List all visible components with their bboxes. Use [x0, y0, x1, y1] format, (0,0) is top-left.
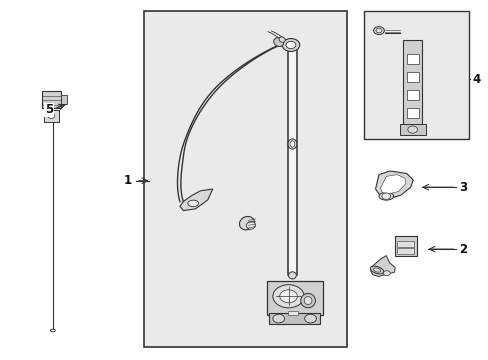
Bar — [364, 11, 468, 139]
Ellipse shape — [373, 268, 380, 272]
Ellipse shape — [239, 216, 254, 230]
Bar — [406, 108, 418, 118]
Circle shape — [272, 285, 304, 308]
Ellipse shape — [300, 293, 315, 308]
Ellipse shape — [288, 272, 296, 279]
Circle shape — [407, 126, 417, 133]
Bar — [394, 236, 416, 256]
Bar — [288, 49, 296, 275]
Ellipse shape — [373, 27, 384, 35]
Ellipse shape — [378, 192, 393, 200]
Polygon shape — [370, 256, 394, 276]
Ellipse shape — [187, 200, 198, 207]
Text: 5: 5 — [45, 103, 53, 116]
Circle shape — [48, 113, 55, 118]
Polygon shape — [180, 189, 212, 211]
Circle shape — [279, 290, 297, 303]
Circle shape — [383, 271, 389, 276]
Ellipse shape — [246, 221, 255, 229]
Bar — [287, 311, 298, 315]
Bar — [406, 54, 418, 64]
Bar — [266, 281, 322, 315]
Bar — [44, 110, 59, 122]
Bar — [403, 40, 421, 126]
Bar — [41, 91, 61, 108]
Text: 1: 1 — [124, 174, 132, 187]
Circle shape — [304, 314, 316, 323]
Bar — [61, 95, 67, 104]
Ellipse shape — [289, 141, 294, 147]
Text: 4: 4 — [471, 73, 479, 86]
Circle shape — [285, 41, 295, 49]
Ellipse shape — [50, 329, 55, 332]
Text: 2: 2 — [458, 243, 466, 256]
Ellipse shape — [375, 28, 381, 33]
Ellipse shape — [273, 38, 283, 46]
Ellipse shape — [369, 266, 383, 274]
Circle shape — [272, 314, 284, 323]
Bar — [268, 313, 320, 324]
Bar — [399, 124, 425, 135]
Circle shape — [381, 193, 390, 199]
Bar — [406, 90, 418, 100]
Bar — [144, 11, 346, 347]
Polygon shape — [375, 171, 412, 198]
Bar — [396, 248, 413, 254]
Bar — [396, 241, 413, 247]
Text: 3: 3 — [458, 181, 466, 194]
Ellipse shape — [287, 139, 296, 149]
Ellipse shape — [304, 297, 311, 305]
Polygon shape — [380, 175, 405, 194]
Circle shape — [282, 39, 299, 51]
Bar — [406, 72, 418, 82]
Ellipse shape — [279, 37, 285, 42]
